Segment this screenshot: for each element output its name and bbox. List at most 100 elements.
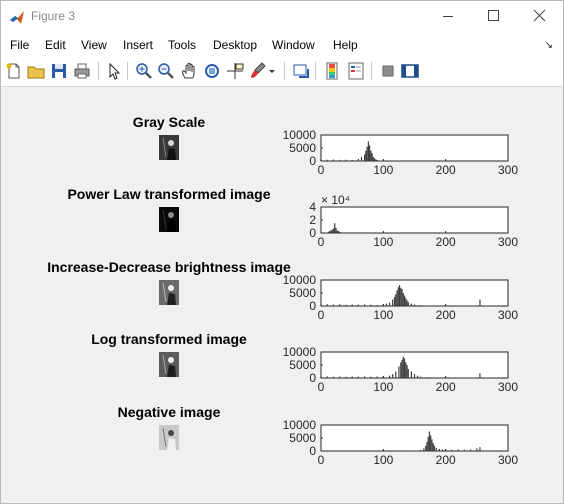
brush-dropdown-icon[interactable] [267,61,277,81]
menu-view[interactable]: View [81,38,107,52]
histogram-bar [399,285,400,306]
y-tick-label: 10000 [283,128,317,142]
dock-arrow-icon[interactable]: ↘ [545,40,553,51]
open-file-icon[interactable] [26,61,46,81]
hide-plot-tools-icon[interactable] [378,61,398,81]
rotate-3d-icon[interactable] [202,61,222,81]
new-figure-icon[interactable] [4,61,24,81]
histogram-bar [436,448,437,451]
x-tick-label: 100 [373,308,393,322]
print-icon[interactable] [72,61,92,81]
minimize-button[interactable] [425,1,471,32]
toolbar [1,56,563,87]
insert-colorbar-icon[interactable] [323,61,343,81]
menu-insert[interactable]: Insert [123,38,153,52]
x-tick-label: 0 [318,235,325,249]
histogram-bar [338,231,339,233]
histogram-bar [364,376,365,378]
histogram-bar [374,158,375,161]
y-tick-label: 5000 [289,286,316,300]
menu-file[interactable]: File [10,38,29,52]
menu-window[interactable]: Window [272,38,315,52]
y-tick-label: 0 [309,444,316,458]
histogram-bar [411,372,412,379]
menu-bar: File Edit View Insert Tools Desktop Wind… [1,32,563,56]
histogram-bar [403,293,404,306]
histogram-bar [377,305,378,306]
histogram-bar [425,446,426,451]
toolbar-separator [284,62,285,80]
histogram-bar [340,232,341,233]
histogram-bar [377,376,378,378]
matlab-logo-icon [9,9,25,25]
link-plot-icon[interactable] [291,61,311,81]
histogram-bar [369,145,370,161]
histogram-bar [327,376,328,378]
panel-title-brightness: Increase-Decrease brightness image [47,259,291,275]
axes-box [321,207,508,233]
insert-legend-icon[interactable] [346,61,366,81]
x-tick-label: 300 [498,453,518,467]
close-button[interactable] [517,1,563,32]
menu-tools[interactable]: Tools [168,38,196,52]
histogram-axes-negative: 0 100 200 3000500010000 [271,411,561,481]
histogram-bar [339,160,340,161]
maximize-button[interactable] [471,1,517,32]
histogram-bar [352,376,353,378]
histogram-bar [370,305,371,306]
histogram-bar [361,157,362,161]
histogram-bar [400,362,401,378]
histogram-bar [368,142,369,162]
histogram-bar [333,377,334,378]
panel-title-gray-scale: Gray Scale [133,114,205,130]
toolbar-separator [127,62,128,80]
y-tick-label: 4 [309,200,316,214]
x-tick-label: 100 [373,453,393,467]
menu-help[interactable]: Help [333,38,358,52]
histogram-bar [417,376,418,378]
histogram-bar [404,296,405,306]
histogram-bar [458,449,459,451]
image-thumbnail-negative [159,425,179,450]
zoom-in-icon[interactable] [134,61,154,81]
x-tick-label: 0 [318,308,325,322]
pan-hand-icon[interactable] [179,61,199,81]
histogram-bar [327,304,328,306]
histogram-bar [401,360,402,378]
histogram-bar [334,223,335,233]
histogram-bar [401,289,402,306]
x-tick-label: 300 [498,308,518,322]
histogram-bar [389,376,390,378]
y-tick-label: 0 [309,154,316,168]
zoom-out-icon[interactable] [156,61,176,81]
histogram-bar [439,449,440,451]
histogram-bar [398,366,399,378]
histogram-bar [420,305,421,306]
x-tick-label: 100 [373,163,393,177]
x-tick-label: 100 [373,235,393,249]
histogram-bar [329,231,330,233]
histogram-bar [439,377,440,378]
toolbar-separator [98,62,99,80]
toolbar-separator [315,62,316,80]
save-icon[interactable] [49,61,69,81]
histogram-bar [426,442,427,451]
menu-edit[interactable]: Edit [45,38,66,52]
edit-plot-arrow-icon[interactable] [104,61,124,81]
brush-icon[interactable] [248,61,268,81]
y-tick-label: 5000 [289,141,316,155]
figure-canvas[interactable]: Gray Scale Power Law transformed image I… [1,87,563,503]
histogram-bar [345,160,346,161]
y-tick-label: 2 [309,213,316,227]
axes-box [321,135,508,161]
x-tick-label: 200 [436,453,456,467]
menu-desktop[interactable]: Desktop [213,38,257,52]
histogram-bar [442,449,443,451]
histogram-bar [420,377,421,378]
histogram-bar [400,288,401,306]
histogram-bar [367,147,368,161]
data-cursor-icon[interactable] [225,61,245,81]
show-plot-tools-icon[interactable] [400,61,420,81]
x-tick-label: 200 [436,380,456,394]
